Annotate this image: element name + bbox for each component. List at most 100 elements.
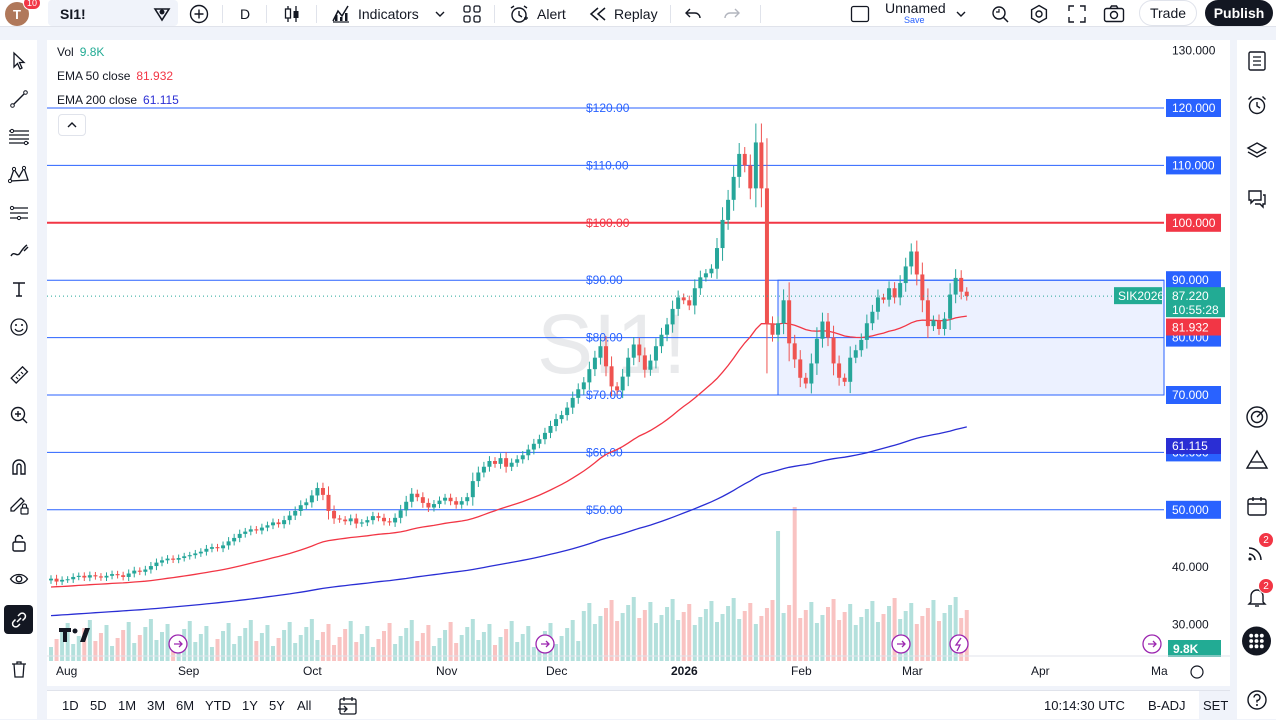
- go-to-date-icon[interactable]: [337, 691, 359, 720]
- volume-bar: [831, 599, 836, 661]
- text-tool[interactable]: [4, 274, 33, 303]
- indicators-button[interactable]: Indicators: [330, 0, 447, 27]
- candle-body: [209, 547, 214, 549]
- alert-button[interactable]: Alert: [508, 0, 566, 27]
- lightning-icon: [954, 637, 962, 652]
- axis-settings-icon: [1190, 665, 1204, 679]
- tv-logo-icon: [59, 628, 90, 642]
- volume-bar: [98, 633, 103, 661]
- emoji-tool[interactable]: [4, 312, 33, 341]
- watchlist-icon[interactable]: [1242, 46, 1271, 75]
- adjust-toggle[interactable]: B-ADJ: [1148, 698, 1186, 713]
- undo-icon[interactable]: [683, 0, 703, 27]
- level-label-100: $100.00: [586, 216, 630, 230]
- apps-grid-icon[interactable]: [1242, 626, 1271, 655]
- candle-body: [803, 377, 808, 384]
- replay-button[interactable]: Replay: [588, 0, 658, 27]
- trend-line-tool[interactable]: [4, 84, 33, 113]
- volume-bar: [393, 644, 398, 661]
- templates-icon[interactable]: [462, 0, 482, 27]
- volume-bar: [304, 627, 309, 661]
- keep-drawing-tool[interactable]: [4, 490, 33, 519]
- tradingview-logo[interactable]: [58, 626, 92, 649]
- volume-bar: [437, 638, 442, 661]
- volume-bar: [515, 642, 520, 661]
- symbol-label[interactable]: SI1!: [60, 5, 86, 22]
- projection-tool[interactable]: [4, 198, 33, 227]
- volume-bar: [254, 641, 259, 661]
- volume-bar: [54, 639, 59, 661]
- candle-body: [132, 570, 137, 574]
- layout-save-label[interactable]: Save: [904, 15, 925, 25]
- level-label-120: $120.00: [586, 101, 630, 115]
- candle-body: [937, 320, 941, 329]
- chevron-down-icon: [435, 11, 445, 17]
- help-icon[interactable]: [1242, 685, 1271, 714]
- trade-button[interactable]: Trade: [1139, 0, 1197, 26]
- range-all[interactable]: All: [297, 698, 312, 713]
- avatar-letter: T: [13, 6, 21, 22]
- lock-drawings-tool[interactable]: [4, 528, 33, 557]
- redo-icon[interactable]: [722, 0, 742, 27]
- range-1m[interactable]: 1M: [118, 698, 137, 713]
- remove-drawings-tool[interactable]: [4, 654, 33, 683]
- legend-collapse-button[interactable]: [58, 114, 86, 136]
- fib-tool[interactable]: [4, 122, 33, 151]
- alerts-clock-icon[interactable]: [1242, 90, 1271, 119]
- candle-style-icon[interactable]: [282, 0, 302, 27]
- hide-drawings-tool[interactable]: [4, 564, 33, 593]
- pattern-tool[interactable]: [4, 160, 33, 189]
- range-ytd[interactable]: YTD: [205, 698, 231, 713]
- layout-checkbox-icon[interactable]: [850, 0, 870, 27]
- candle-body: [848, 357, 853, 382]
- candle-body: [898, 283, 903, 298]
- streams-icon[interactable]: [1242, 537, 1271, 566]
- range-5y[interactable]: 5Y: [269, 698, 285, 713]
- snapshot-camera-icon[interactable]: [1103, 0, 1125, 27]
- ideas-target-icon[interactable]: [1242, 402, 1271, 431]
- volume-bar: [720, 614, 725, 661]
- calendar-icon[interactable]: [1242, 491, 1271, 520]
- publish-button[interactable]: Publish: [1205, 0, 1273, 26]
- chat-icon[interactable]: [1242, 184, 1271, 213]
- legend-volume[interactable]: Vol 9.8K: [57, 45, 104, 59]
- measure-tool[interactable]: [4, 362, 33, 391]
- sync-drawings-tool[interactable]: [4, 605, 33, 634]
- chart-pane[interactable]: SI1! $120.00120.000$110.00110.000$100.00…: [47, 40, 1230, 686]
- symbol-search-icon[interactable]: [151, 0, 173, 27]
- settings-gear-icon[interactable]: [1029, 0, 1049, 27]
- cursor-tool[interactable]: [4, 46, 33, 75]
- candle-body: [65, 579, 70, 581]
- volume-bar: [221, 631, 226, 661]
- zoom-tool[interactable]: [4, 400, 33, 429]
- interval-button[interactable]: D: [240, 5, 251, 22]
- candle-body: [870, 311, 875, 324]
- ema200-tag-text: 61.115: [1172, 439, 1208, 453]
- compare-add-icon[interactable]: [188, 0, 210, 27]
- price-chart[interactable]: SI1! $120.00120.000$110.00110.000$100.00…: [47, 40, 1230, 686]
- volume-bar: [820, 615, 825, 661]
- range-3m[interactable]: 3M: [147, 698, 166, 713]
- clock-timezone[interactable]: 10:14:30 UTC: [1044, 698, 1125, 713]
- range-1d[interactable]: 1D: [62, 698, 79, 713]
- magnet-tool[interactable]: [4, 452, 33, 481]
- layout-menu-chevron-icon[interactable]: [954, 0, 968, 27]
- symbol-search-box[interactable]: [48, 0, 178, 26]
- volume-bar: [65, 623, 70, 661]
- candle-body: [531, 443, 536, 450]
- volume-bar: [531, 647, 536, 661]
- quick-search-icon[interactable]: [990, 0, 1010, 27]
- price-tag-text-70: 70.000: [1172, 388, 1209, 402]
- range-1y[interactable]: 1Y: [242, 698, 258, 713]
- volume-bar: [676, 620, 681, 661]
- legend-ema50[interactable]: EMA 50 close 81.932: [57, 69, 173, 83]
- legend-ema200[interactable]: EMA 200 close 61.115: [57, 93, 179, 107]
- layers-icon[interactable]: [1242, 136, 1271, 165]
- range-5d[interactable]: 5D: [90, 698, 107, 713]
- screener-triangle-icon[interactable]: [1242, 445, 1271, 474]
- layout-name[interactable]: Unnamed: [885, 0, 946, 16]
- range-6m[interactable]: 6M: [176, 698, 195, 713]
- fullscreen-icon[interactable]: [1067, 0, 1087, 27]
- brush-tool[interactable]: [4, 236, 33, 265]
- session-toggle[interactable]: SET: [1199, 691, 1233, 720]
